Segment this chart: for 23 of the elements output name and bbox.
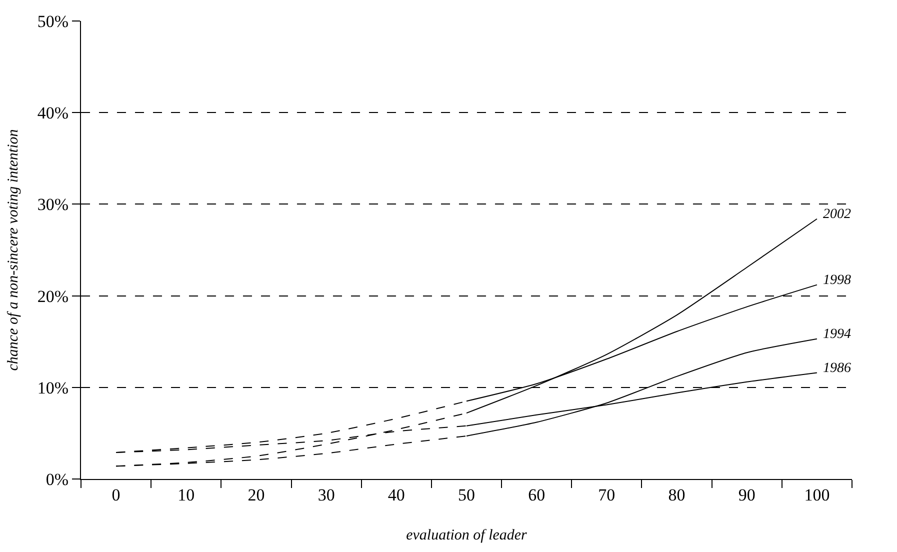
y-tick-label: 0% bbox=[46, 470, 69, 489]
series-label: 1998 bbox=[823, 273, 851, 288]
x-tick-label: 50 bbox=[458, 485, 475, 504]
y-tick-label: 10% bbox=[37, 378, 69, 398]
x-tick-label: 0 bbox=[112, 485, 120, 504]
series-label: 1994 bbox=[823, 327, 851, 342]
x-tick-label: 10 bbox=[178, 485, 195, 504]
y-tick-label: 20% bbox=[37, 286, 69, 306]
series-label: 2002 bbox=[823, 207, 851, 222]
x-tick-label: 40 bbox=[388, 485, 405, 504]
x-tick-label: 90 bbox=[738, 485, 756, 504]
x-tick-label: 20 bbox=[248, 485, 265, 504]
x-tick-label: 60 bbox=[528, 485, 546, 504]
x-tick-label: 100 bbox=[804, 485, 830, 504]
y-tick-label: 30% bbox=[37, 195, 69, 214]
y-axis-title: chance of a non-sincere voting intention bbox=[6, 129, 22, 371]
y-tick-label: 50% bbox=[37, 12, 69, 31]
y-tick-label: 40% bbox=[37, 104, 69, 123]
x-tick-label: 70 bbox=[598, 485, 616, 504]
x-tick-label: 80 bbox=[668, 485, 686, 504]
x-axis-title: evaluation of leader bbox=[406, 527, 528, 544]
x-tick-label: 30 bbox=[318, 485, 335, 504]
series-label: 1986 bbox=[823, 361, 851, 376]
